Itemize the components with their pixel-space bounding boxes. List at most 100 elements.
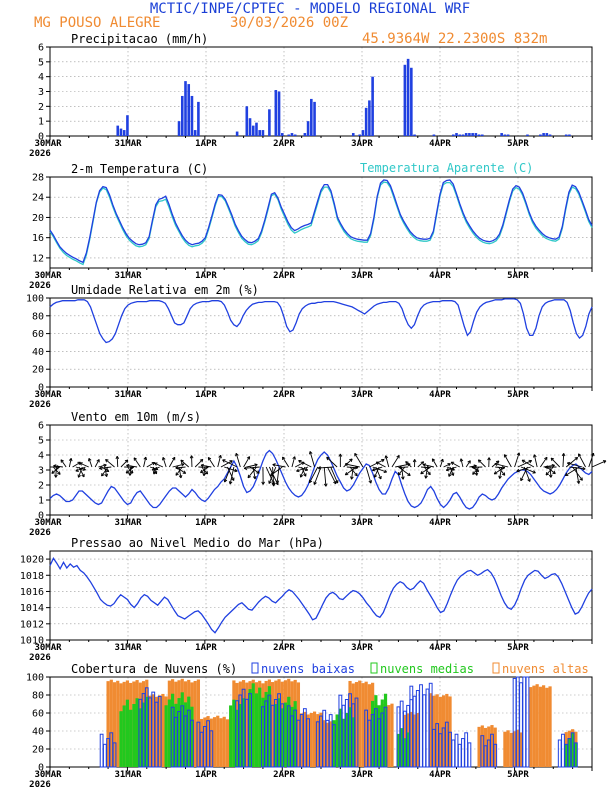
wind-arrow-head: [516, 470, 520, 473]
cloud-mid-bar: [564, 744, 568, 767]
cloud-high-bar: [519, 732, 523, 767]
wind-arrow-head: [551, 463, 555, 466]
pressure-ytick-label: 1020: [20, 555, 44, 566]
wind-arrow: [175, 466, 186, 469]
cloud-mid-bar: [132, 704, 136, 767]
precip-ytick-label: 5: [38, 57, 44, 68]
wind-xlabel: 5APR: [507, 518, 529, 528]
cloud-high-bar: [542, 685, 546, 767]
wind-arrow: [472, 466, 480, 475]
wind-arrow: [154, 462, 164, 468]
cloud-high-bar: [158, 695, 162, 767]
wind-arrow-head: [446, 469, 450, 472]
cloud-high-bar: [106, 681, 110, 767]
cloud-high-bar: [193, 680, 197, 767]
precip-bar: [313, 101, 316, 136]
wind-arrow-head: [273, 483, 276, 487]
wind-ytick-label: 1: [38, 496, 44, 507]
cloud-low-bar: [354, 697, 359, 768]
precip-bar: [235, 131, 239, 136]
wind-arrow-head: [276, 480, 280, 484]
wind-frame: [49, 424, 593, 516]
cloud-legend-swatch: [370, 662, 378, 674]
wind-arrow-head: [162, 457, 164, 461]
rh-xlabel: 5APR: [507, 390, 529, 400]
cloud-mid-bar: [277, 698, 281, 767]
clouds-ytick-label: 60: [32, 709, 44, 720]
cloud-high-bar: [225, 719, 230, 767]
wind-arrow: [52, 466, 61, 475]
cloud-mid-bar: [280, 708, 284, 767]
wind-arrow-head: [200, 464, 204, 468]
wind-arrow-head: [338, 453, 341, 457]
clouds-ytick-label: 40: [32, 727, 44, 738]
wind-xlabel: 30MAR: [34, 518, 62, 528]
clouds-title: Cobertura de Nuvens (%): [71, 662, 237, 676]
cloud-mid-bar: [170, 693, 175, 767]
precip-ytick-label: 0: [38, 132, 44, 143]
cloud-mid-bar: [396, 733, 401, 767]
wind-xlabel: 31MAR: [114, 518, 142, 528]
wind-arrow-head: [550, 457, 553, 462]
cloud-high-bar: [203, 717, 207, 767]
wind-arrow-head: [268, 481, 272, 484]
wind-arrow-head: [313, 482, 317, 485]
cloud-low-bar: [383, 706, 388, 768]
cloud-mid-bar: [177, 698, 181, 767]
precip-bar: [251, 125, 255, 136]
wind-arrow-head: [487, 457, 490, 461]
wind-arrow: [227, 466, 235, 481]
pressure-xlabel: 1APR: [195, 643, 217, 653]
rh-xlabel: 4APR: [429, 390, 451, 400]
wind-arrow: [252, 466, 256, 480]
pressure-xlabel: 31MAR: [114, 643, 142, 653]
temp-title: 2-m Temperatura (C): [71, 162, 208, 176]
temp-xlabel: 4APR: [429, 271, 451, 281]
cloud-high-bar: [329, 721, 333, 767]
rh-ytick-label: 100: [26, 294, 44, 305]
temp-frame: [49, 176, 593, 269]
cloud-low-bar: [522, 676, 527, 768]
cloud-mid-bar: [138, 708, 142, 767]
cloud-mid-bar: [119, 711, 123, 767]
wind-arrow: [323, 466, 327, 487]
cloud-low-bar: [557, 739, 562, 768]
precip-xlabel: 3APR: [351, 139, 373, 149]
precip-bar: [361, 130, 365, 136]
clouds-xlabel: 5APR: [507, 770, 529, 780]
cloud-high-bar: [367, 684, 371, 767]
cloud-high-bar: [535, 684, 539, 767]
cloud-high-bar: [109, 679, 113, 767]
wind-arrow-head: [262, 481, 265, 485]
wind-arrow: [562, 453, 565, 468]
cloud-low-bar: [99, 733, 104, 768]
wind-arrow-head: [425, 475, 428, 479]
wind-arrow-head: [115, 456, 118, 460]
cloud-low-bar: [467, 742, 472, 768]
wind-arrow: [180, 459, 190, 468]
wind-arrow-head: [349, 458, 353, 461]
rh-xlabel: 2APR: [273, 390, 295, 400]
wind-arrow: [207, 457, 215, 468]
cloud-mid-bar: [332, 720, 336, 767]
wind-arrow-head: [175, 473, 179, 476]
wind-arrow: [420, 466, 430, 469]
wind-arrow: [178, 466, 182, 479]
wind-arrow-head: [440, 458, 444, 462]
wind-arrow-head: [180, 462, 185, 465]
pressure-xlabel: 5APR: [507, 643, 529, 653]
wind-arrow: [235, 453, 241, 468]
wind-arrow: [397, 466, 406, 476]
wind-arrow: [317, 466, 334, 469]
header-title: MCTIC/INPE/CPTEC - MODELO REGIONAL WRF: [150, 1, 470, 17]
wind-arrow: [220, 460, 233, 468]
precip-bar: [364, 107, 368, 136]
temp-line: [49, 179, 593, 264]
wind-arrow: [94, 459, 100, 468]
cloud-low-bar: [451, 739, 456, 768]
clouds-ytick-label: 80: [32, 691, 44, 702]
wind-arrow: [475, 466, 478, 476]
cloud-mid-bar: [338, 708, 342, 767]
wind-arrow-head: [412, 459, 416, 463]
cloud-mid-bar: [574, 742, 578, 767]
